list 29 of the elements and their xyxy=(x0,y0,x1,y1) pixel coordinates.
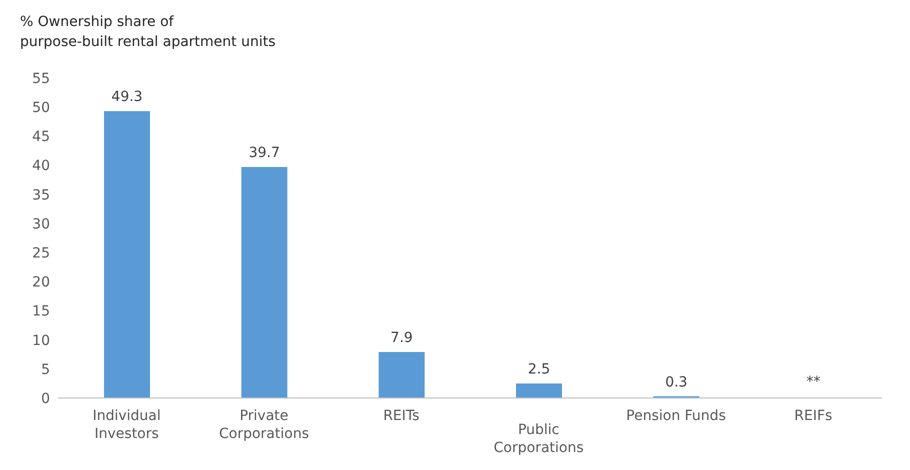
y-tick-label: 25 xyxy=(32,246,50,262)
y-tick-label: 5 xyxy=(41,362,50,378)
text: ** xyxy=(806,374,820,390)
x-tick-label: REITs xyxy=(383,408,420,424)
data-label: 7.9 xyxy=(390,330,413,346)
data-label: 49.3 xyxy=(111,89,143,106)
data-label: 0.3 xyxy=(665,374,688,390)
y-tick-label: 40 xyxy=(32,158,50,174)
x-tick-label: REIFs xyxy=(794,408,832,424)
y-tick-label: 55 xyxy=(32,70,50,87)
y-tick-label: 30 xyxy=(32,216,50,232)
data-label: 39.7 xyxy=(248,145,280,162)
y-tick-label: 45 xyxy=(32,129,50,146)
data-label: 2.5 xyxy=(528,361,550,378)
y-tick-label: 50 xyxy=(32,100,50,116)
x-tick-label: Individual Investors xyxy=(92,408,161,442)
y-axis-title: % Ownership share of purpose-built rental apartment units xyxy=(20,13,276,52)
bar xyxy=(241,167,288,398)
y-tick-label: 15 xyxy=(32,304,50,320)
x-tick-label: Pension Funds xyxy=(626,408,726,424)
bar xyxy=(516,383,562,398)
y-tick-label: 0 xyxy=(41,390,50,407)
y-tick-label: 35 xyxy=(32,187,50,204)
bar xyxy=(104,111,150,398)
y-tick-label: 20 xyxy=(32,274,50,291)
x-tick-label: Public Corporations xyxy=(494,422,584,456)
y-tick-label: 10 xyxy=(32,332,50,349)
bar xyxy=(378,352,425,398)
x-tick-label: Private Corporations xyxy=(219,408,309,442)
